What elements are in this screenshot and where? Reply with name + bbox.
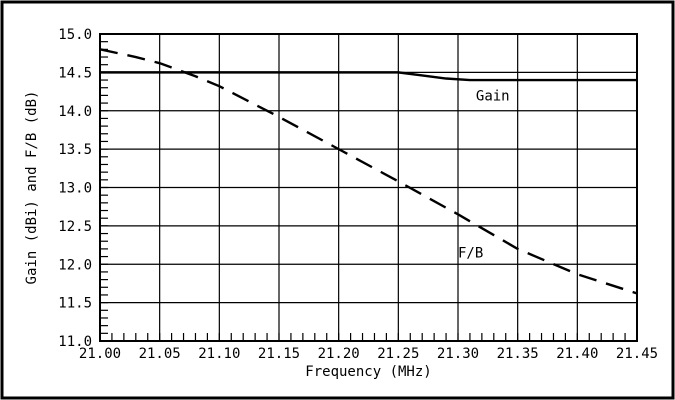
x-tick-label: 21.15 xyxy=(258,346,300,362)
series-line-gain xyxy=(100,71,637,82)
y-axis-title: Gain (dBi) and F/B (dB) xyxy=(24,91,40,285)
y-tick-label: 14.0 xyxy=(58,104,92,120)
y-tick-label: 13.5 xyxy=(58,142,92,158)
x-tick-label: 21.05 xyxy=(139,346,181,362)
x-tick-label: 21.00 xyxy=(79,346,121,362)
x-axis-title: Frequency (MHz) xyxy=(305,364,431,380)
y-tick-label: 12.5 xyxy=(58,219,92,235)
y-tick-label: 12.0 xyxy=(58,257,92,273)
x-tick-label: 21.30 xyxy=(437,346,479,362)
x-tick-label: 21.20 xyxy=(318,346,360,362)
x-tick-label: 21.10 xyxy=(198,346,240,362)
y-tick-labels: 11.0 11.5 12.0 12.5 13.0 13.5 14.0 14.5 15.0 xyxy=(58,27,92,350)
series-layer xyxy=(99,48,638,295)
annotation-label: F/B xyxy=(458,246,483,262)
x-tick-label: 21.35 xyxy=(497,346,539,362)
x-tick-label: 21.25 xyxy=(377,346,419,362)
annotations: Gain F/B xyxy=(458,88,510,261)
y-tick-label: 11.5 xyxy=(58,296,92,312)
y-tick-label: 14.5 xyxy=(58,65,92,81)
x-tick-label: 21.45 xyxy=(616,346,658,362)
y-tick-label: 13.0 xyxy=(58,181,92,197)
x-tick-labels: 21.00 21.05 21.10 21.15 21.20 21.25 21.30 21.35… xyxy=(79,346,658,362)
annotation-label: Gain xyxy=(476,88,510,104)
x-tick-label: 21.40 xyxy=(556,346,598,362)
y-tick-label: 11.0 xyxy=(58,334,92,350)
series-line-f-b xyxy=(99,48,638,295)
plot-area-border xyxy=(99,33,638,342)
y-tick-label: 15.0 xyxy=(58,27,92,43)
